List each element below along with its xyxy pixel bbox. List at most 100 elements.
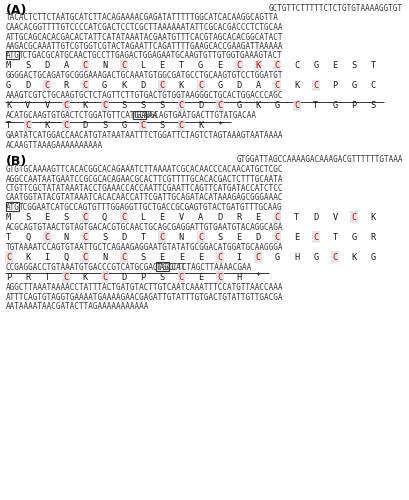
Text: GTTCTAGCTTAAAACGAA: GTTCTAGCTTAAAACGAA: [169, 263, 252, 272]
Text: TCTGACGCATGCAACTGCCTTGAGACTGGAGAATGCAAGTGTTGTGGTGAAAGTACT: TCTGACGCATGCAACTGCCTTGAGACTGGAGAATGCAAGT…: [18, 52, 282, 60]
Text: D: D: [217, 212, 222, 222]
Text: N: N: [179, 232, 184, 241]
Text: S: S: [160, 121, 165, 130]
Text: C: C: [179, 101, 184, 110]
Text: M: M: [6, 212, 11, 222]
Text: C: C: [121, 61, 126, 70]
Text: R: R: [25, 272, 30, 281]
Text: CAACACGGTTTTGTCCCCATCGACTCCTCGCTTAAAAAATATTCGCACGACCCTCTGCAA: CAACACGGTTTTGTCCCCATCGACTCCTCGCTTAAAAAAT…: [6, 23, 283, 32]
Text: T: T: [179, 61, 184, 70]
Text: C: C: [25, 121, 30, 130]
Text: T: T: [371, 61, 376, 70]
Text: E: E: [45, 212, 49, 222]
Text: K: K: [179, 81, 184, 90]
Text: D: D: [140, 81, 146, 90]
Text: ATTGCAGCACACGACACTATTCATATAAATACGAATGTTTCACGTAGCACACGGCATACT: ATTGCAGCACACGACACTATTCATATAAATACGAATGTTT…: [6, 32, 283, 42]
Text: C: C: [313, 81, 319, 90]
Text: D: D: [25, 81, 30, 90]
Text: TAG: TAG: [156, 263, 170, 272]
Text: C: C: [198, 81, 203, 90]
Text: C: C: [313, 232, 319, 241]
Text: C: C: [275, 212, 280, 222]
Text: G: G: [352, 81, 357, 90]
Text: C: C: [102, 101, 107, 110]
Text: P: P: [140, 272, 146, 281]
Text: C: C: [140, 121, 146, 130]
Text: K: K: [256, 61, 261, 70]
Text: R: R: [236, 212, 242, 222]
Text: S: S: [352, 61, 357, 70]
Text: (A): (A): [6, 4, 27, 17]
Text: C: C: [294, 101, 299, 110]
Text: (B): (B): [6, 156, 27, 168]
Text: C: C: [83, 232, 88, 241]
Text: E: E: [198, 252, 203, 262]
Text: TACACTCTTCTAATGCATCTTACAGAAAACGAGATATTTTTGGCATCACAAGGCAGTTA: TACACTCTTCTAATGCATCTTACAGAAAACGAGATATTTT…: [6, 14, 279, 22]
Text: D: D: [121, 232, 126, 241]
Text: C: C: [121, 252, 126, 262]
Text: C: C: [217, 272, 222, 281]
Text: G: G: [198, 61, 203, 70]
Text: L: L: [140, 61, 146, 70]
Text: T: T: [294, 212, 299, 222]
Text: D: D: [83, 121, 88, 130]
Text: Q: Q: [64, 252, 69, 262]
Text: D: D: [198, 101, 203, 110]
Text: K: K: [121, 81, 126, 90]
Text: C: C: [45, 232, 49, 241]
Text: C: C: [6, 252, 11, 262]
Text: K: K: [371, 212, 376, 222]
Text: S: S: [140, 252, 146, 262]
Text: G: G: [275, 101, 280, 110]
Bar: [5, 50, 18, 59]
Text: K: K: [198, 121, 203, 130]
Text: G: G: [6, 81, 11, 90]
Text: R: R: [371, 232, 376, 241]
Text: C: C: [102, 272, 107, 281]
Text: T: T: [140, 232, 146, 241]
Text: T: T: [333, 232, 338, 241]
Text: V: V: [45, 101, 49, 110]
Text: D: D: [236, 81, 242, 90]
Text: C: C: [236, 61, 242, 70]
Text: C: C: [371, 81, 376, 90]
Text: C: C: [121, 212, 126, 222]
Text: C: C: [179, 272, 184, 281]
Text: T: T: [6, 232, 11, 241]
Text: A: A: [198, 212, 203, 222]
Text: *: *: [256, 272, 261, 281]
Text: TCGGAATCATGCCAGTGTTTGGAGGTTGCTGACCGCGAGTGTACTGATGTTTGCAAG: TCGGAATCATGCCAGTGTTTGGAGGTTGCTGACCGCGAGT…: [18, 203, 282, 212]
Text: E: E: [236, 232, 242, 241]
Text: E: E: [179, 252, 184, 262]
Text: P: P: [333, 81, 338, 90]
Text: GGGGACTGCAGATGCGGGAAAGACTGCAAATGTGGCGATGCCTGCAAGTGTCCTGGATGT: GGGGACTGCAGATGCGGGAAAGACTGCAAATGTGGCGATG…: [6, 72, 283, 80]
Text: K: K: [45, 121, 49, 130]
Text: C: C: [275, 81, 280, 90]
Text: V: V: [25, 101, 30, 110]
Text: S: S: [140, 101, 146, 110]
Bar: [5, 202, 18, 210]
Text: Q: Q: [25, 232, 30, 241]
Text: ATG: ATG: [6, 52, 20, 60]
Text: C: C: [83, 252, 88, 262]
Text: S: S: [217, 232, 222, 241]
Text: GTGGATTAGCCAAAAGACAAAGACGTTTTTTGTAAA: GTGGATTAGCCAAAAGACAAAGACGTTTTTTGTAAA: [236, 156, 403, 164]
Text: S: S: [371, 101, 376, 110]
Text: G: G: [102, 81, 107, 90]
Text: E: E: [333, 61, 338, 70]
Text: GAATATCATGGACCAACATGTATAATAATTTCTGGATTCTAGTCTAGTAAAGTAATAAAA: GAATATCATGGACCAACATGTATAATAATTTCTGGATTCT…: [6, 132, 283, 140]
Text: AAAGTCGTCTGCAAGTGCTCTAGTTCTTGTGACTGTGGTAAGGGCTGCACTGGACCCAGC: AAAGTCGTCTGCAAGTGCTCTAGTTCTTGTGACTGTGGTA…: [6, 92, 283, 100]
Text: K: K: [352, 252, 357, 262]
Text: C: C: [217, 101, 222, 110]
Text: C: C: [83, 61, 88, 70]
Text: K: K: [256, 101, 261, 110]
Text: D: D: [313, 212, 319, 222]
Text: P: P: [352, 101, 357, 110]
Text: ACGCAGTGTAACTGTAGTGACACGTGCAACTGCAGCGAGGATTGTGAATGTACAGGCAGA: ACGCAGTGTAACTGTAGTGACACGTGCAACTGCAGCGAGG…: [6, 223, 283, 232]
Text: G: G: [371, 252, 376, 262]
Text: C: C: [256, 252, 261, 262]
Text: I: I: [45, 252, 49, 262]
Text: P: P: [6, 272, 11, 281]
Text: N: N: [64, 232, 69, 241]
Text: AGGCTTAAATAAAACCTATTTACTGATGTACTTGTCAATCAAATTTCCATGTTAACCAAA: AGGCTTAAATAAAACCTATTTACTGATGTACTTGTCAATC…: [6, 283, 283, 292]
